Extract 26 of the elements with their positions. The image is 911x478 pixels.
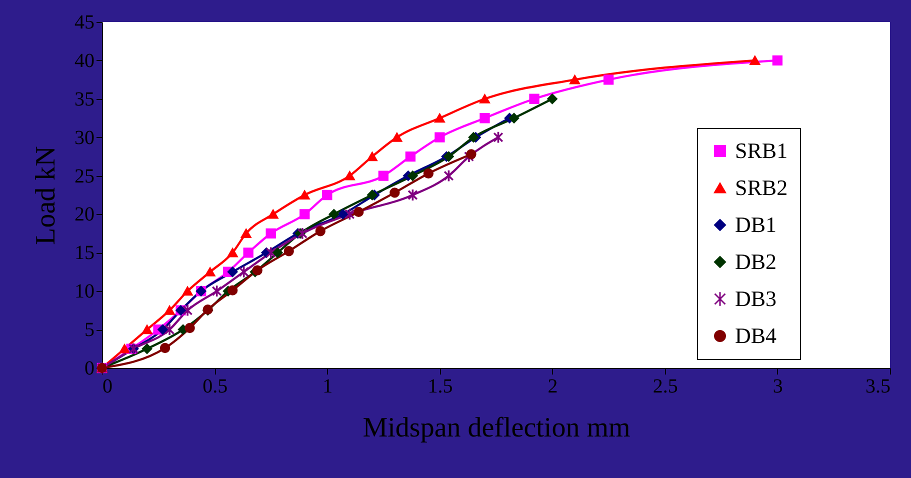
- legend-label: DB2: [735, 249, 777, 274]
- y-tick-label: 0: [84, 358, 94, 380]
- y-tick-label: 40: [74, 50, 94, 72]
- x-tick-label: 1.5: [428, 376, 453, 398]
- x-tick-label: 0: [102, 376, 112, 398]
- y-tick-label: 30: [74, 126, 94, 149]
- y-tick-label: 10: [74, 280, 94, 303]
- x-axis-title: Midspan deflection mm: [362, 412, 630, 444]
- legend-label: DB4: [735, 323, 777, 348]
- legend-label: SRB1: [735, 138, 788, 163]
- y-tick-label: 45: [74, 12, 94, 34]
- x-tick-label: 2.5: [652, 376, 678, 398]
- y-tick-label: 25: [74, 165, 94, 188]
- x-tick-label: 0.5: [202, 376, 228, 398]
- x-tick-label: 3: [772, 376, 783, 398]
- x-tick-label: 3.5: [866, 376, 890, 398]
- y-tick-label: 20: [74, 204, 94, 226]
- y-tick-label: 15: [74, 242, 94, 264]
- y-axis-title: Load kN: [30, 146, 62, 245]
- legend-label: DB1: [735, 212, 777, 237]
- legend-label: DB3: [735, 286, 777, 311]
- legend-label: SRB2: [735, 175, 788, 200]
- y-tick-label: 35: [74, 88, 94, 110]
- x-tick-label: 1: [322, 376, 333, 398]
- x-tick-label: 2: [548, 376, 558, 398]
- y-tick-label: 5: [84, 319, 94, 342]
